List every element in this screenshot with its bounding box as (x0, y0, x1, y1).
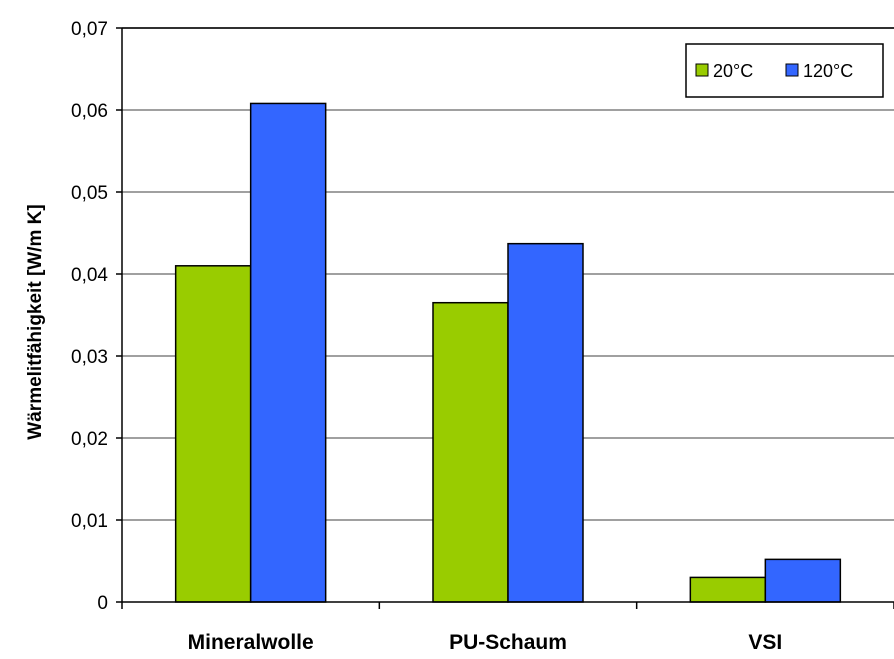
category-labels: Mineralwolle PU-Schaum VSI (188, 631, 783, 654)
bars (174, 102, 842, 603)
y-tick-label: 0,02 (71, 429, 108, 450)
category-label: Mineralwolle (188, 631, 314, 654)
y-tick-label: 0,03 (71, 347, 108, 368)
y-tick-label: 0,07 (71, 19, 108, 40)
bar-pu-schaum-series-2 (507, 242, 584, 603)
legend-box (685, 43, 884, 98)
bar-vsi-series-2 (764, 558, 842, 603)
y-tick-label: 0,04 (71, 265, 108, 286)
axes (116, 27, 894, 609)
legend-label: 120°C (803, 61, 853, 81)
y-tick-labels: 0 0,01 0,02 0,03 0,04 0,05 0,06 0,07 (71, 19, 108, 614)
y-tick-label: 0 (97, 593, 108, 614)
legend-swatch (695, 63, 709, 77)
y-tick-label: 0,05 (71, 183, 108, 204)
y-tick-label: 0,01 (71, 511, 108, 532)
y-tick-label: 0,06 (71, 101, 108, 122)
y-axis-title: Wärmelitfähigkeit [W/m K] (25, 204, 46, 439)
category-label: VSI (748, 631, 782, 654)
category-label: PU-Schaum (449, 631, 567, 654)
legend: 20°C 120°C (685, 43, 884, 98)
bar-pu-schaum-series-1 (432, 301, 509, 603)
bar-vsi-series-1 (689, 576, 767, 603)
legend-label: 20°C (713, 61, 753, 81)
bar-mineralwolle-series-2 (249, 102, 327, 603)
bar-mineralwolle-series-1 (174, 265, 252, 603)
legend-swatch (785, 63, 799, 77)
